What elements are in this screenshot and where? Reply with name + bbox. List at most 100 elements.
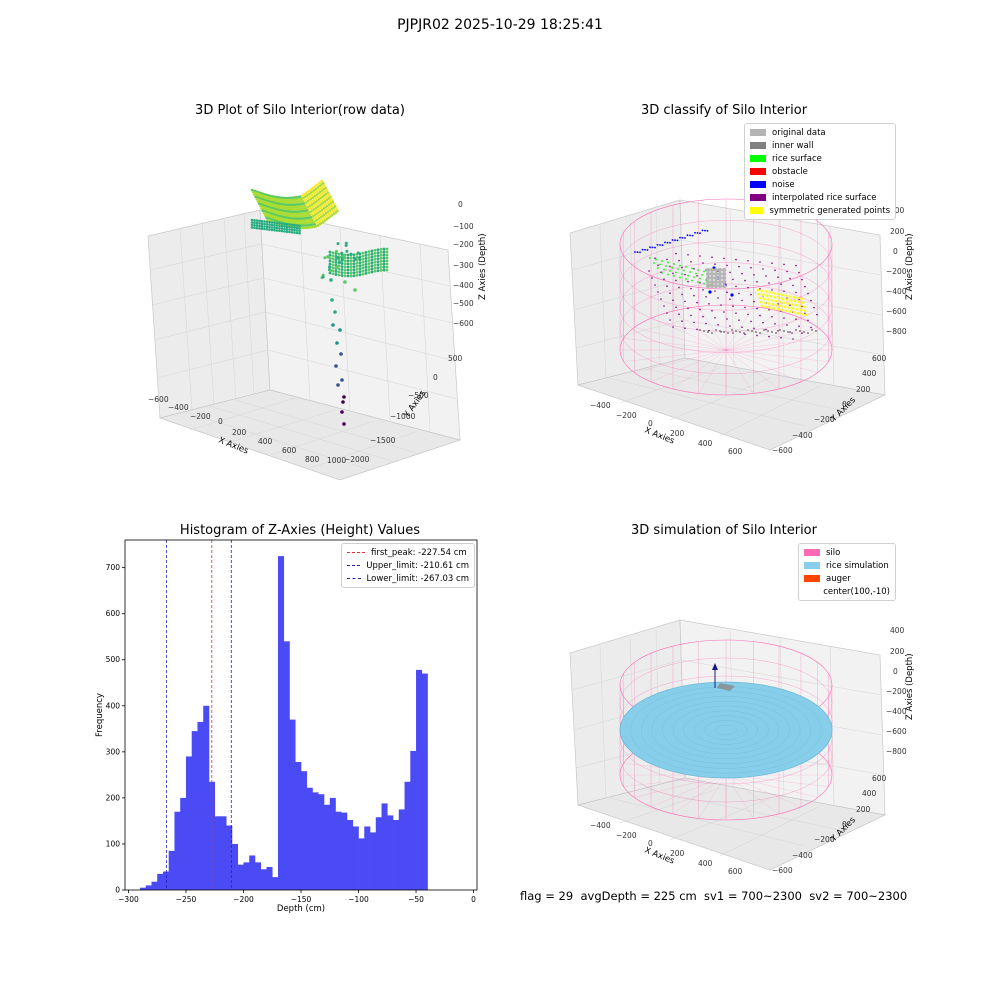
point [324, 206, 327, 209]
histogram-bars [139, 556, 428, 890]
svg-text:0: 0 [842, 400, 847, 409]
simulation-x-tick-labels: −400 −200 0 200 400 600 [590, 821, 743, 876]
point [309, 197, 313, 201]
point [376, 266, 380, 270]
classify-plot-title: 3D classify of Silo Interior [640, 103, 808, 118]
point [275, 224, 279, 227]
point [373, 251, 377, 255]
figure-title: PJPJR02 2025-10-29 18:25:41 [397, 17, 603, 33]
svg-text:−400: −400 [168, 403, 189, 412]
point [711, 256, 713, 258]
histogram-bar [318, 794, 325, 890]
point [337, 270, 341, 274]
point [379, 253, 383, 257]
legend-swatch [804, 562, 820, 569]
histogram-bar [237, 864, 244, 890]
point [710, 276, 714, 280]
point [706, 284, 710, 288]
svg-text:200: 200 [856, 385, 871, 394]
point [280, 229, 284, 233]
point [316, 195, 320, 199]
point [320, 193, 323, 196]
point [370, 270, 374, 274]
point [318, 181, 322, 184]
point [717, 324, 719, 326]
point [332, 206, 335, 210]
point [309, 188, 313, 191]
histogram-bar [185, 756, 193, 890]
point [323, 256, 327, 260]
svg-text:800: 800 [305, 455, 320, 464]
point [657, 267, 659, 269]
point [768, 291, 772, 294]
point [326, 194, 329, 198]
point [718, 272, 722, 276]
legend-entry: center(100,-10) [799, 585, 895, 598]
point [288, 228, 291, 231]
point [355, 261, 359, 265]
point [811, 329, 813, 331]
point [361, 257, 365, 261]
point [340, 410, 344, 414]
point [655, 258, 657, 261]
point [353, 257, 357, 261]
point [311, 205, 315, 209]
point [345, 249, 349, 253]
point [691, 267, 693, 270]
point [331, 254, 335, 258]
point [385, 250, 389, 254]
point [253, 221, 256, 225]
svg-text:−200: −200 [886, 687, 907, 696]
point [667, 261, 669, 264]
point [708, 329, 710, 332]
svg-text:400: 400 [698, 859, 713, 868]
point [321, 214, 324, 218]
point [253, 219, 256, 222]
point [780, 293, 784, 297]
point [696, 275, 698, 277]
point [761, 293, 765, 297]
point [690, 261, 692, 263]
point [370, 249, 374, 253]
legend-entry: original data [745, 126, 895, 139]
point [744, 306, 746, 309]
point [321, 211, 325, 214]
point [790, 303, 794, 306]
point [385, 253, 389, 257]
svg-text:600: 600 [282, 446, 297, 455]
point [759, 332, 761, 334]
point [660, 298, 662, 300]
point [349, 262, 353, 266]
point [289, 205, 293, 209]
histogram-bar [404, 781, 411, 890]
point [795, 291, 797, 294]
point [807, 292, 809, 295]
legend-label: noise [772, 179, 795, 190]
point [697, 281, 699, 283]
point [334, 211, 338, 214]
svg-text:200: 200 [670, 429, 685, 438]
point [385, 265, 389, 269]
point [346, 259, 350, 263]
point [333, 205, 337, 208]
point [342, 395, 346, 399]
point [776, 307, 780, 311]
point [318, 210, 322, 213]
point [295, 231, 299, 235]
point [288, 203, 292, 207]
point [708, 290, 712, 294]
point [273, 228, 276, 232]
point [772, 307, 776, 310]
point [315, 199, 319, 203]
histogram-bar [329, 797, 336, 890]
point [717, 297, 719, 299]
silo-spoke [672, 774, 727, 815]
point [263, 222, 266, 226]
y-tick-label: 100 [106, 839, 121, 848]
histogram-bar [203, 705, 210, 890]
mesh-ring [704, 720, 748, 740]
point [766, 298, 770, 301]
point [320, 208, 324, 212]
legend-swatch [804, 575, 820, 582]
point [342, 254, 346, 258]
